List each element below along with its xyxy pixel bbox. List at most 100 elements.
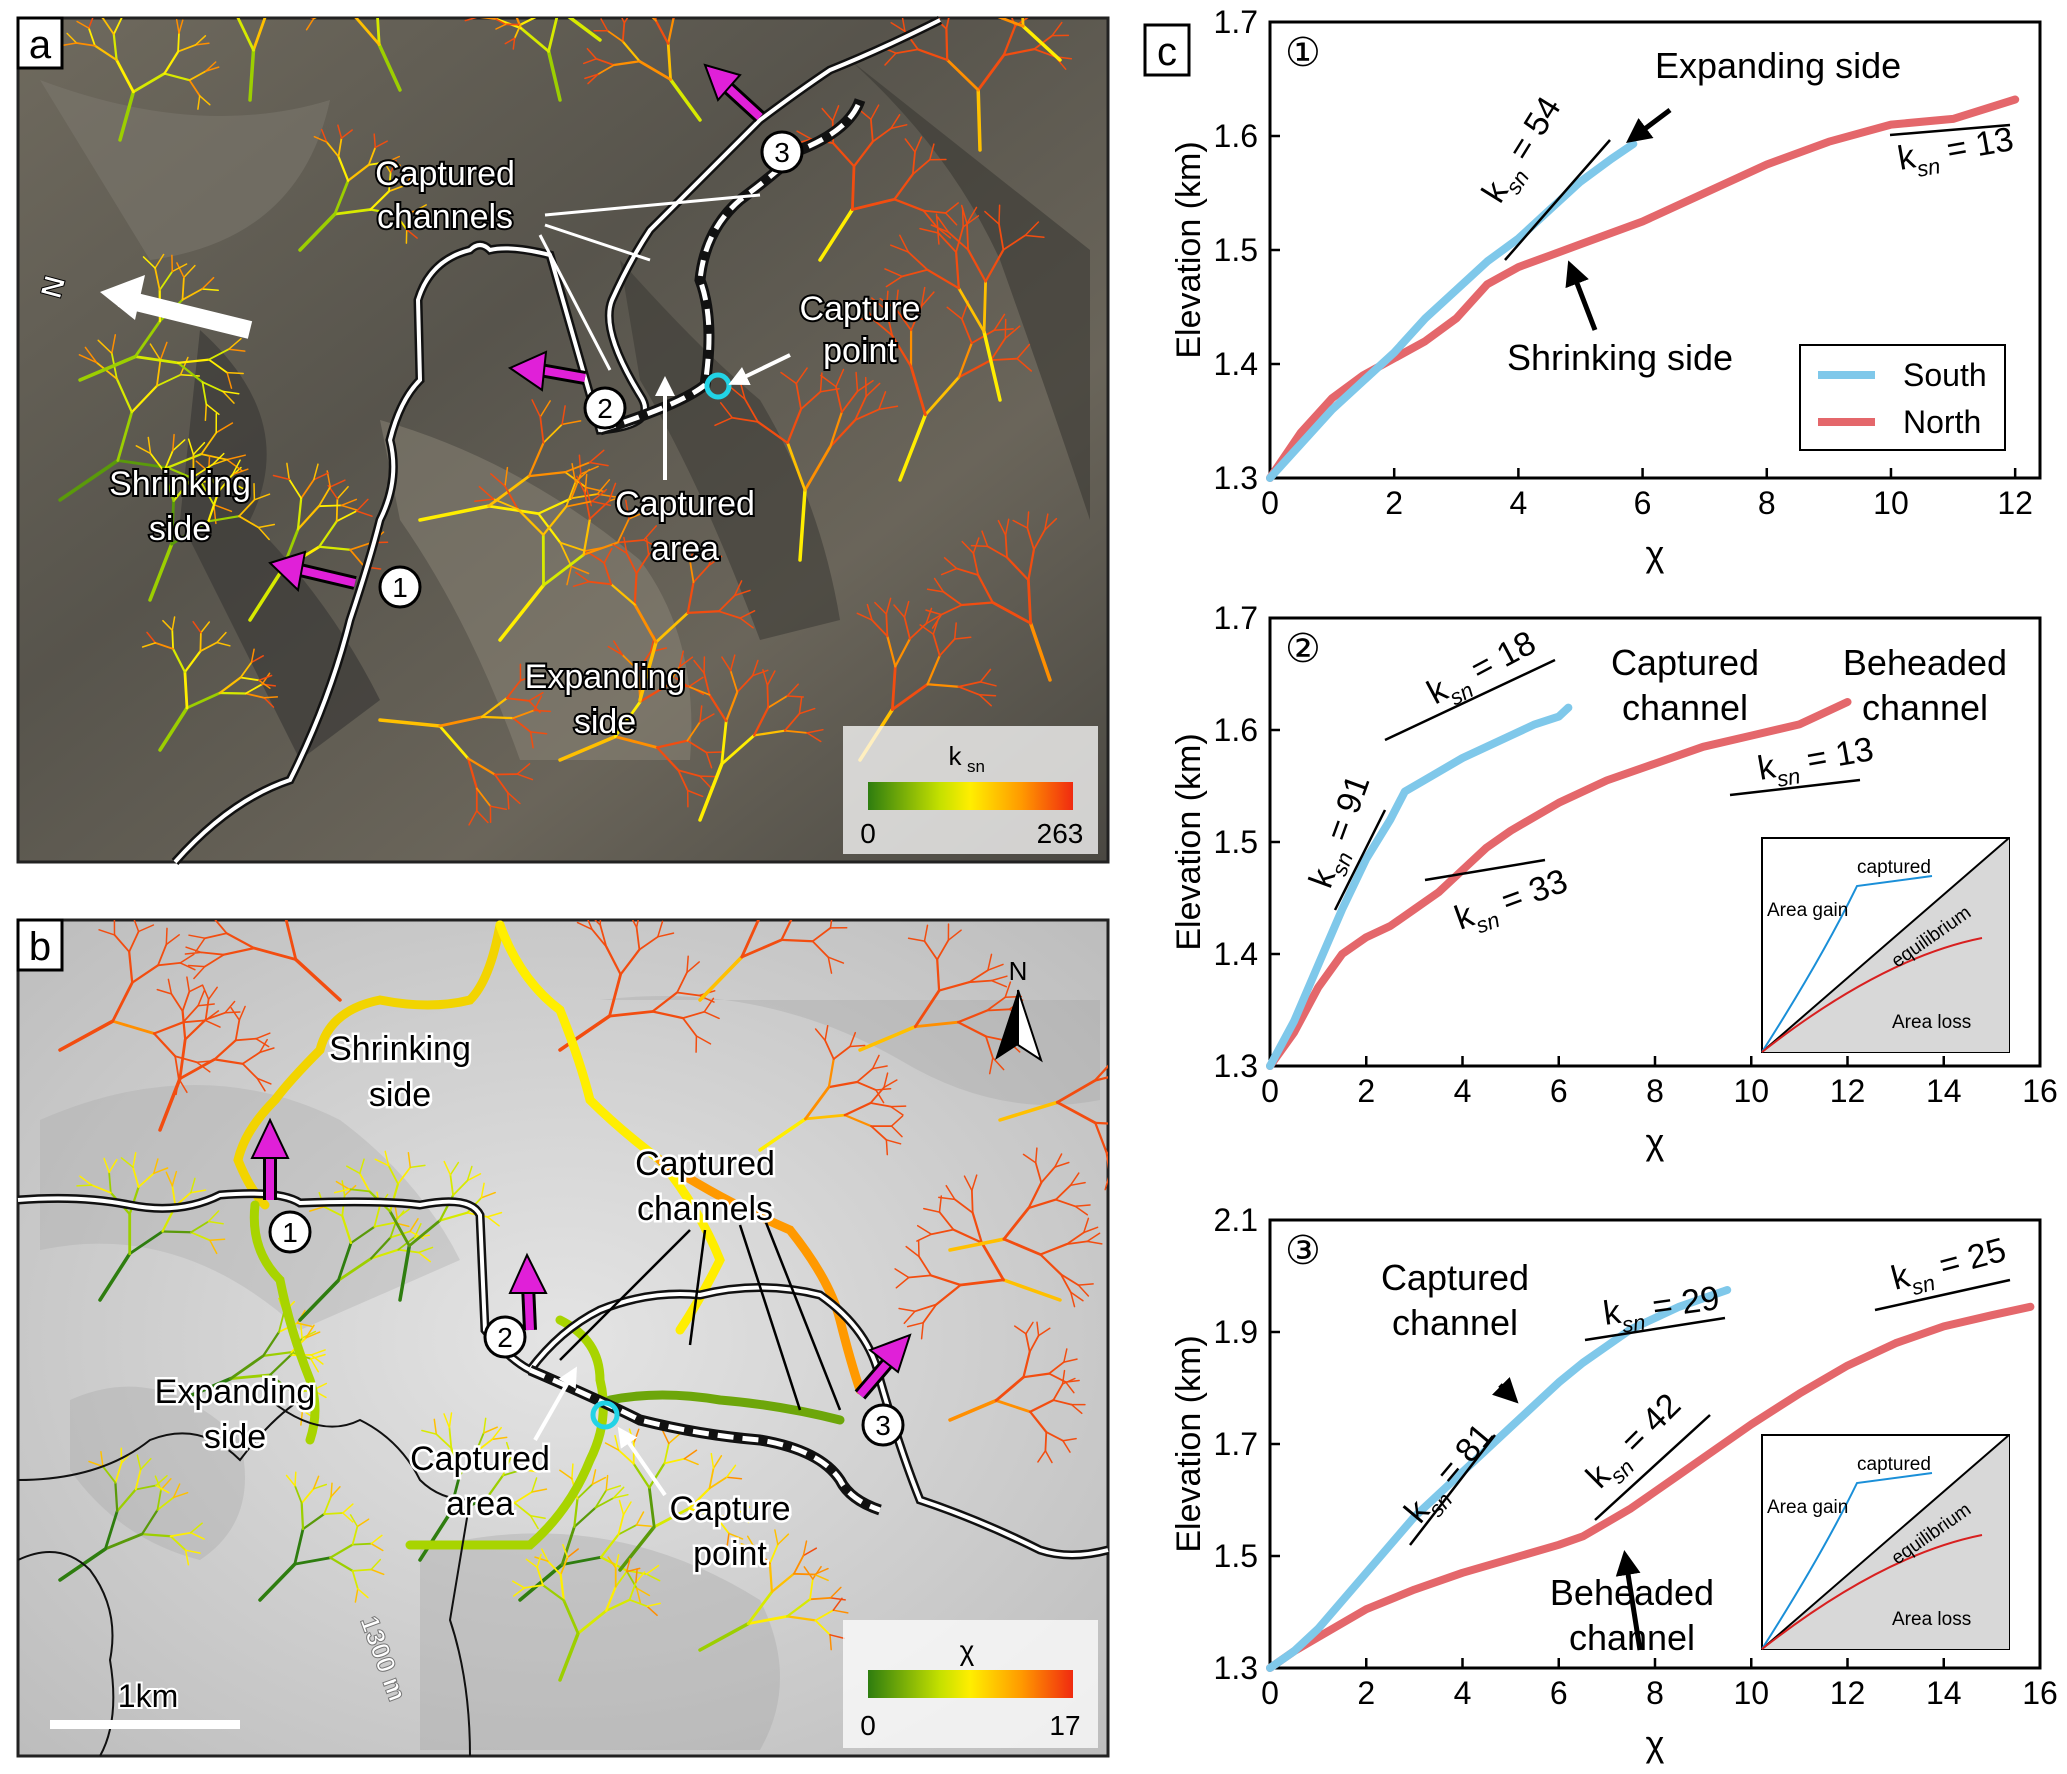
stream-segment	[1051, 21, 1063, 37]
stream-segment	[638, 935, 659, 951]
stream-segment	[370, 1534, 383, 1545]
stream-segment	[507, 791, 510, 810]
stream-segment	[893, 198, 925, 212]
drainage-divide	[173, 18, 941, 864]
stream-segment	[635, 1587, 642, 1604]
stream-segment	[102, 18, 115, 36]
stream-segment	[215, 422, 234, 434]
stream-segment	[971, 1211, 983, 1244]
stream-segment	[575, 571, 590, 583]
stream-segment	[854, 395, 867, 421]
stream-segment	[531, 399, 542, 418]
stream-segment	[66, 32, 78, 44]
stream-segment	[407, 1152, 412, 1169]
stream-segment	[686, 739, 708, 754]
legend-color-ramp	[868, 782, 1073, 810]
stream-segment	[149, 452, 165, 473]
stream-segment	[803, 445, 832, 492]
y-tick-label: 1.7	[1214, 600, 1258, 636]
stream-segment	[333, 208, 372, 216]
stream-segment	[184, 951, 203, 955]
stream-segment	[1137, 1041, 1151, 1050]
stream-segment	[993, 328, 1014, 331]
stream-segment	[252, 946, 298, 961]
stream-segment	[116, 410, 134, 462]
stream-segment	[885, 1139, 902, 1145]
stream-segment	[633, 603, 658, 644]
stream-segment	[204, 998, 210, 1021]
stream-segment	[418, 504, 491, 522]
stream-segment	[990, 357, 1018, 361]
stream-segment	[120, 1157, 134, 1168]
stream-segment	[238, 1005, 246, 1021]
stream-segment	[911, 158, 931, 176]
stream-segment	[814, 898, 830, 900]
stream-segment	[171, 647, 187, 674]
stream-segment	[207, 1210, 220, 1223]
stream-segment	[342, 1503, 354, 1514]
stream-segment	[798, 707, 816, 715]
stream-segment	[804, 1113, 847, 1121]
stream-segment	[190, 1177, 196, 1194]
stream-segment	[849, 1044, 866, 1048]
stream-segment	[301, 1512, 326, 1531]
stream-segment	[588, 461, 609, 467]
stream-segment	[98, 1251, 132, 1302]
stream-segment	[1147, 1116, 1163, 1121]
stream-segment	[114, 1481, 119, 1513]
stream-segment	[688, 676, 704, 688]
stream-segment	[1116, 1050, 1137, 1058]
stream-segment	[585, 486, 606, 493]
stream-segment	[936, 216, 950, 234]
stream-segment	[216, 641, 231, 647]
stream-segment	[739, 610, 756, 619]
stream-segment	[922, 209, 947, 214]
stream-segment	[504, 485, 519, 510]
x-axis-label: χ	[1646, 533, 1665, 574]
stream-segment	[133, 920, 140, 933]
stream-segment	[154, 267, 161, 291]
stream-segment	[241, 864, 250, 878]
stream-segment	[890, 244, 910, 253]
stream-segment	[236, 18, 239, 19]
stream-segment	[698, 955, 744, 1002]
stream-segment	[646, 1602, 661, 1608]
stream-segment	[1004, 518, 1010, 536]
stream-segment	[1054, 1153, 1063, 1168]
stream-segment	[957, 358, 993, 379]
stream-segment	[829, 920, 833, 929]
north-label: N	[1009, 956, 1028, 986]
stream-segment	[1028, 1334, 1040, 1353]
stream-segment	[982, 330, 1002, 402]
stream-segment	[599, 924, 608, 948]
stream-segment	[607, 645, 624, 656]
stream-segment	[199, 631, 202, 653]
stream-segment	[651, 991, 679, 1013]
stream-segment	[475, 1432, 485, 1453]
stream-segment	[894, 1268, 910, 1279]
stream-segment	[798, 696, 803, 715]
stream-segment	[994, 1375, 1025, 1402]
stream-segment	[250, 655, 264, 664]
stream-segment	[930, 1228, 955, 1236]
stream-segment	[207, 490, 220, 523]
x-tick-label: 8	[1646, 1073, 1664, 1109]
stream-segment	[162, 619, 174, 632]
stream-segment	[895, 308, 912, 332]
stream-segment	[207, 986, 218, 1001]
stream-segment	[226, 371, 244, 375]
stream-segment	[827, 956, 845, 964]
stream-segment	[169, 1535, 187, 1552]
stream-segment	[185, 691, 222, 710]
stream-segment	[111, 334, 117, 355]
stream-segment	[682, 1017, 698, 1037]
stream-segment	[982, 280, 987, 334]
stream-segment	[76, 1184, 93, 1187]
stream-segment	[606, 29, 624, 43]
stream-segment	[829, 1634, 832, 1651]
stream-segment	[870, 1125, 888, 1141]
stream-segment	[194, 35, 207, 46]
shrinking-side-label: Shrinking	[329, 1030, 471, 1068]
stream-segment	[337, 137, 343, 158]
